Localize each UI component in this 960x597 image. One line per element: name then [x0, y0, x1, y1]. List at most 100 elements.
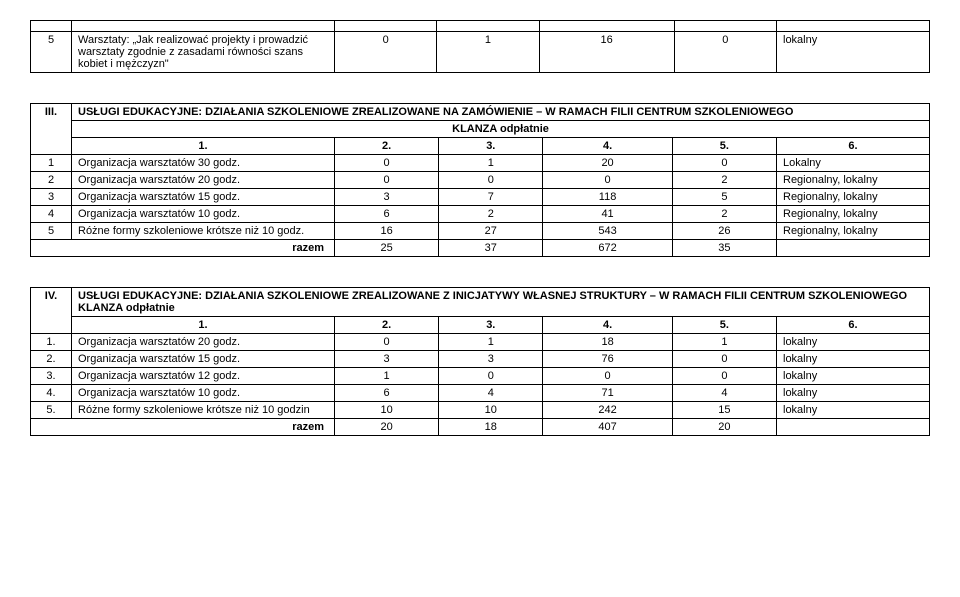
row-c5: Regionalny, lokalny: [777, 189, 930, 206]
row-c1: 3: [335, 351, 439, 368]
row-c5: Regionalny, lokalny: [777, 223, 930, 240]
top-row-desc: Warsztaty: „Jak realizować projekty i pr…: [72, 32, 335, 73]
top-fragment-table: 5 Warsztaty: „Jak realizować projekty i …: [30, 20, 930, 73]
row-c1: 6: [335, 385, 439, 402]
row-c1: 0: [335, 334, 439, 351]
row-c2: 27: [439, 223, 543, 240]
section4-razem-c2: 18: [439, 419, 543, 436]
row-c1: 16: [335, 223, 439, 240]
row-c4: 15: [672, 402, 776, 419]
row-c4: 2: [672, 172, 776, 189]
top-row-c3: 16: [539, 32, 674, 73]
row-num: 2.: [31, 351, 72, 368]
row-num: 3: [31, 189, 72, 206]
section4-col2: 2.: [335, 317, 439, 334]
row-c4: 5: [672, 189, 776, 206]
row-c5: Regionalny, lokalny: [777, 206, 930, 223]
row-c5: Regionalny, lokalny: [777, 172, 930, 189]
row-desc: Organizacja warsztatów 10 godz.: [72, 385, 335, 402]
row-c3: 20: [543, 155, 672, 172]
section4-row: 3.Organizacja warsztatów 12 godz.1000lok…: [31, 368, 930, 385]
section4-row: 2.Organizacja warsztatów 15 godz.33760lo…: [31, 351, 930, 368]
top-row-c4: 0: [674, 32, 776, 73]
row-c1: 0: [335, 172, 439, 189]
section3-label: III.: [31, 104, 72, 155]
section4-razem-label: razem: [31, 419, 335, 436]
row-desc: Różne formy szkoleniowe krótsze niż 10 g…: [72, 402, 335, 419]
section3-razem-c3: 672: [543, 240, 672, 257]
section4-col5: 5.: [672, 317, 776, 334]
section3-col3: 3.: [439, 138, 543, 155]
section4-razem-c1: 20: [335, 419, 439, 436]
row-num: 5.: [31, 402, 72, 419]
section3-row: 3Organizacja warsztatów 15 godz.371185Re…: [31, 189, 930, 206]
row-c2: 1: [439, 155, 543, 172]
row-c4: 0: [672, 155, 776, 172]
section3-colhead-row: 1. 2. 3. 4. 5. 6.: [31, 138, 930, 155]
section4-col6: 6.: [777, 317, 930, 334]
section3-title: USŁUGI EDUKACYJNE: DZIAŁANIA SZKOLENIOWE…: [72, 104, 930, 121]
section3-row: 2Organizacja warsztatów 20 godz.0002Regi…: [31, 172, 930, 189]
row-c5: lokalny: [777, 402, 930, 419]
section3-col2: 2.: [335, 138, 439, 155]
section3-razem-c1: 25: [335, 240, 439, 257]
section3-table: III. USŁUGI EDUKACYJNE: DZIAŁANIA SZKOLE…: [30, 103, 930, 257]
section3-razem-c2: 37: [439, 240, 543, 257]
row-desc: Organizacja warsztatów 12 godz.: [72, 368, 335, 385]
row-c3: 18: [543, 334, 672, 351]
row-c3: 242: [543, 402, 672, 419]
section3-row: 4Organizacja warsztatów 10 godz.62412Reg…: [31, 206, 930, 223]
top-row-c5: lokalny: [777, 32, 930, 73]
row-num: 4.: [31, 385, 72, 402]
row-c2: 1: [439, 334, 543, 351]
section3-subtitle: KLANZA odpłatnie: [72, 121, 930, 138]
section4-col4: 4.: [543, 317, 672, 334]
row-num: 3.: [31, 368, 72, 385]
top-row: 5 Warsztaty: „Jak realizować projekty i …: [31, 32, 930, 73]
top-row-c2: 1: [437, 32, 539, 73]
row-desc: Organizacja warsztatów 20 godz.: [72, 334, 335, 351]
row-desc: Różne formy szkoleniowe krótsze niż 10 g…: [72, 223, 335, 240]
row-num: 4: [31, 206, 72, 223]
top-row-c1: 0: [335, 32, 437, 73]
row-c5: lokalny: [777, 351, 930, 368]
section4-razem-c5: [777, 419, 930, 436]
section4-razem-c4: 20: [672, 419, 776, 436]
row-c3: 71: [543, 385, 672, 402]
row-c3: 0: [543, 172, 672, 189]
section3-razem-row: razem 25 37 672 35: [31, 240, 930, 257]
row-desc: Organizacja warsztatów 30 godz.: [72, 155, 335, 172]
section4-razem-c3: 407: [543, 419, 672, 436]
row-c4: 26: [672, 223, 776, 240]
section3-razem-c4: 35: [672, 240, 776, 257]
section3-col5: 5.: [672, 138, 776, 155]
row-desc: Organizacja warsztatów 10 godz.: [72, 206, 335, 223]
row-c5: Lokalny: [777, 155, 930, 172]
row-c4: 4: [672, 385, 776, 402]
row-c2: 3: [439, 351, 543, 368]
section4-row: 5.Różne formy szkoleniowe krótsze niż 10…: [31, 402, 930, 419]
row-c1: 1: [335, 368, 439, 385]
section3-row: 5Różne formy szkoleniowe krótsze niż 10 …: [31, 223, 930, 240]
row-c1: 6: [335, 206, 439, 223]
row-c2: 7: [439, 189, 543, 206]
section4-header-row: IV. USŁUGI EDUKACYJNE: DZIAŁANIA SZKOLEN…: [31, 288, 930, 317]
row-c2: 4: [439, 385, 543, 402]
row-num: 5: [31, 223, 72, 240]
row-c4: 2: [672, 206, 776, 223]
row-desc: Organizacja warsztatów 20 godz.: [72, 172, 335, 189]
row-num: 2: [31, 172, 72, 189]
row-c2: 2: [439, 206, 543, 223]
row-c5: lokalny: [777, 368, 930, 385]
section4-title: USŁUGI EDUKACYJNE: DZIAŁANIA SZKOLENIOWE…: [72, 288, 930, 317]
section3-col1: 1.: [72, 138, 335, 155]
row-c5: lokalny: [777, 334, 930, 351]
row-c1: 0: [335, 155, 439, 172]
row-c3: 41: [543, 206, 672, 223]
row-c3: 0: [543, 368, 672, 385]
row-c3: 543: [543, 223, 672, 240]
section3-col4: 4.: [543, 138, 672, 155]
row-desc: Organizacja warsztatów 15 godz.: [72, 351, 335, 368]
row-c4: 0: [672, 351, 776, 368]
row-c4: 0: [672, 368, 776, 385]
